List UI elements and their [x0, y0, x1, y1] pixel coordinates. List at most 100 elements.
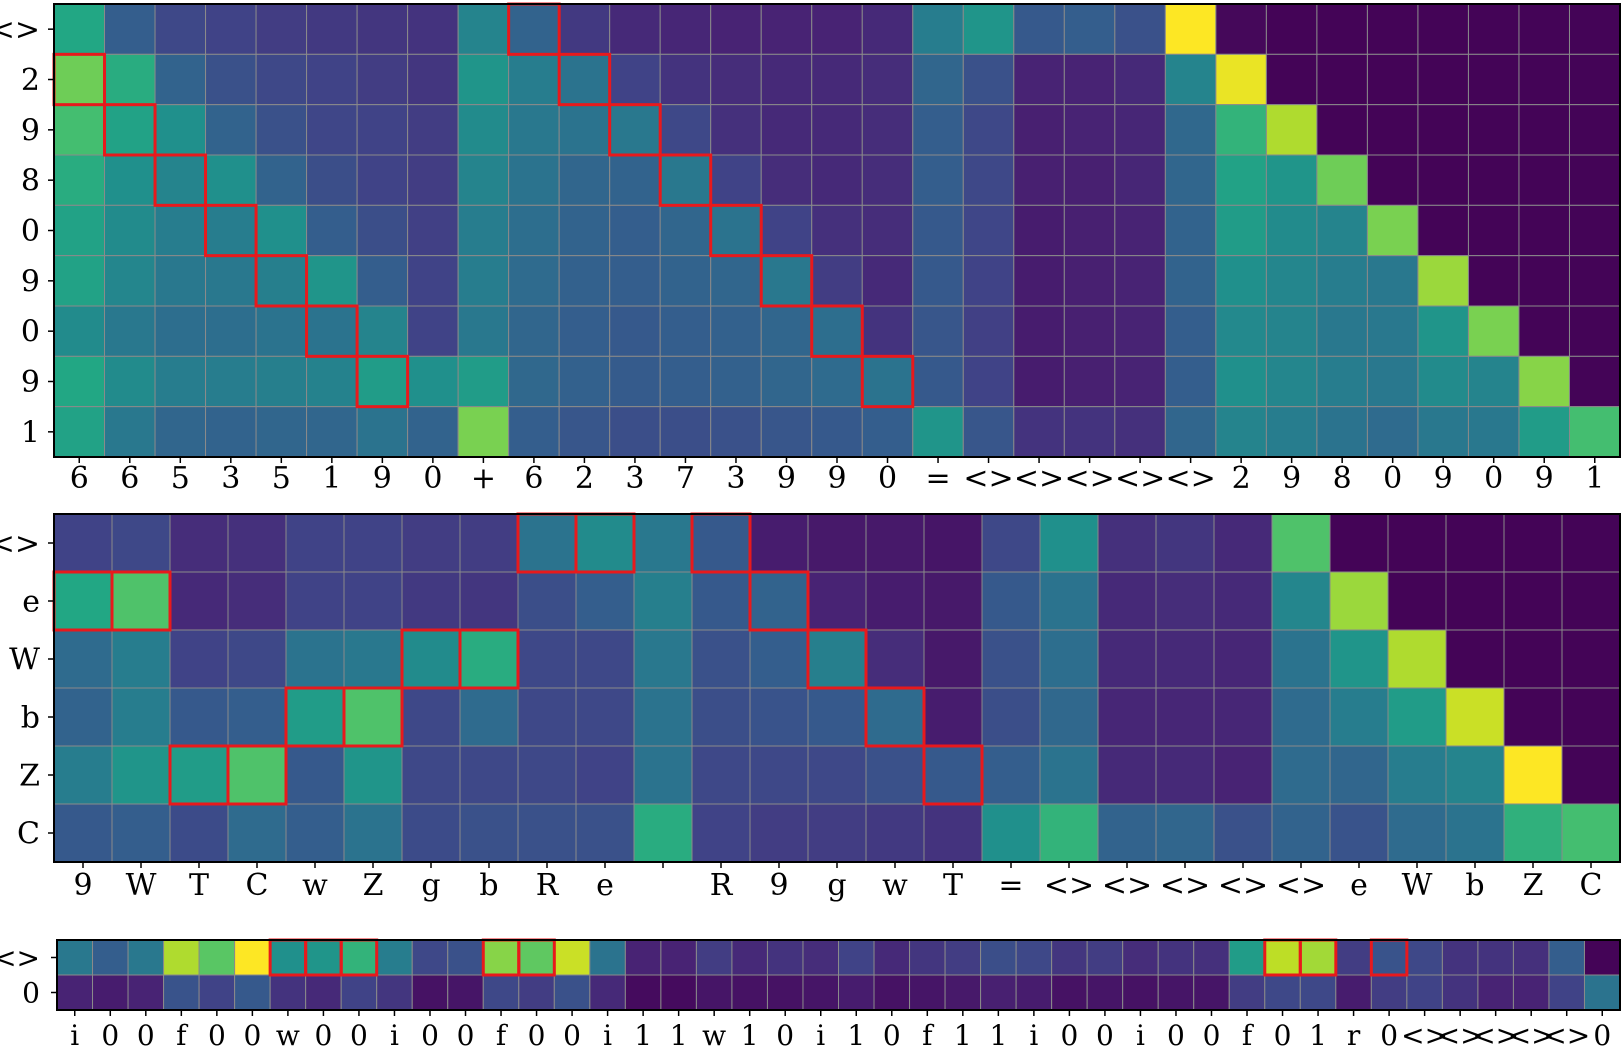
- x-tick-label: <>: [1160, 868, 1210, 903]
- heatmap-cell: [1387, 745, 1447, 805]
- heatmap-cell: [861, 355, 914, 408]
- heatmap-cell: [111, 745, 171, 805]
- heatmap-cell: [285, 803, 345, 863]
- heatmap-cell: [234, 939, 271, 976]
- heatmap-cell: [760, 305, 813, 357]
- x-tick-label: b: [1465, 868, 1484, 903]
- heatmap-cell: [838, 939, 875, 976]
- heatmap-cell: [912, 154, 964, 206]
- x-tick-label: 0: [208, 1019, 226, 1052]
- heatmap-cell: [873, 939, 911, 976]
- heatmap-cell: [205, 204, 257, 257]
- heatmap-cell: [163, 974, 200, 1011]
- heatmap-cell: [811, 305, 863, 357]
- heatmap-cell: [710, 204, 762, 257]
- x-tick-label: <>: [1401, 1019, 1448, 1052]
- x-tick-label: w: [882, 868, 908, 903]
- x-tick-label: w: [702, 1019, 726, 1052]
- heatmap-cell: [306, 255, 358, 307]
- heatmap-cell: [111, 803, 171, 863]
- x-tick-label: f: [922, 1019, 935, 1052]
- heatmap-cell: [962, 104, 1015, 156]
- heatmap-cell: [710, 3, 762, 55]
- heatmap-cell: [1467, 305, 1520, 357]
- heatmap-cell: [1335, 939, 1372, 976]
- heatmap-cell: [659, 355, 712, 408]
- highlight-box: [922, 744, 984, 806]
- heatmap-cell: [1164, 3, 1217, 55]
- heatmap-cell: [1445, 687, 1505, 747]
- heatmap-cell: [1215, 406, 1267, 458]
- heatmap-cell: [306, 305, 358, 357]
- heatmap-cell: [980, 939, 1017, 976]
- heatmap-cell: [575, 745, 635, 805]
- heatmap-cell: [1568, 406, 1621, 458]
- heatmap-cell: [912, 53, 964, 106]
- heatmap-cell: [255, 255, 308, 307]
- heatmap-cell: [53, 53, 106, 106]
- heatmap-cell: [861, 3, 914, 55]
- heatmap-cell: [1329, 513, 1389, 573]
- heatmap-cell: [306, 53, 358, 106]
- heatmap-cell: [53, 513, 113, 573]
- heatmap-cell: [1063, 305, 1116, 357]
- heatmap-cell: [1561, 687, 1621, 747]
- heatmap-cell: [104, 204, 156, 257]
- x-tick-label: f: [496, 1019, 509, 1052]
- heatmap-cell: [624, 974, 662, 1011]
- x-tick-label: C: [246, 868, 269, 903]
- heatmap-cell: [1366, 154, 1419, 206]
- heatmap-cell: [1503, 745, 1563, 805]
- x-tick-label: 1: [1309, 1019, 1327, 1052]
- heatmap-cell: [575, 687, 635, 747]
- x-tick-label: W: [126, 868, 157, 903]
- heatmap-cell: [1097, 687, 1157, 747]
- heatmap-cell: [749, 803, 809, 863]
- x-tick-label: 0: [421, 1019, 439, 1052]
- x-tick-label: 9: [769, 868, 788, 903]
- heatmap-cell: [1417, 104, 1469, 156]
- heatmap-cell: [691, 745, 751, 805]
- heatmap-cell: [53, 3, 106, 55]
- x-tick-label: 1: [847, 1019, 865, 1052]
- heatmap-cell: [1518, 154, 1570, 206]
- heatmap-cell: [169, 745, 229, 805]
- x-tick-label: 0: [1383, 461, 1402, 496]
- heatmap-cell: [981, 629, 1041, 689]
- heatmap-cell: [962, 53, 1015, 106]
- heatmap-cell: [633, 513, 693, 573]
- heatmap-cell: [1086, 939, 1124, 976]
- heatmap-cell: [356, 3, 409, 55]
- heatmap-cell: [508, 53, 560, 106]
- highlight-box: [748, 570, 810, 632]
- heatmap-cell: [962, 3, 1015, 55]
- heatmap-cell: [1518, 3, 1570, 55]
- heatmap-cell: [861, 53, 914, 106]
- heatmap-cell: [154, 355, 207, 408]
- heatmap-cell: [1406, 939, 1443, 976]
- heatmap-cell: [1467, 204, 1520, 257]
- heatmap-cell: [731, 939, 768, 976]
- heatmap-cell: [1015, 939, 1053, 976]
- heatmap-cell: [633, 745, 693, 805]
- x-tick-label: 9: [777, 461, 796, 496]
- heatmap-cell: [517, 745, 577, 805]
- heatmap-cell: [227, 629, 287, 689]
- x-tick-label: 6: [524, 461, 543, 496]
- heatmap-cell: [517, 513, 577, 573]
- heatmap-cell: [1441, 939, 1479, 976]
- heatmap-cell: [659, 305, 712, 357]
- x-tick-label: W: [1402, 868, 1433, 903]
- heatmap-cell: [285, 687, 345, 747]
- x-tick-label: 6: [120, 461, 139, 496]
- highlight-box: [226, 744, 288, 806]
- x-tick-label: <>: [1276, 868, 1326, 903]
- heatmap-cell: [873, 974, 911, 1011]
- heatmap-cell: [861, 104, 914, 156]
- heatmap-cell: [1213, 629, 1273, 689]
- x-tick-label: i: [603, 1019, 612, 1052]
- heatmap-cell: [1316, 255, 1368, 307]
- heatmap-cell: [981, 687, 1041, 747]
- x-tick-label: 5: [272, 461, 291, 496]
- heatmap-cell: [923, 629, 983, 689]
